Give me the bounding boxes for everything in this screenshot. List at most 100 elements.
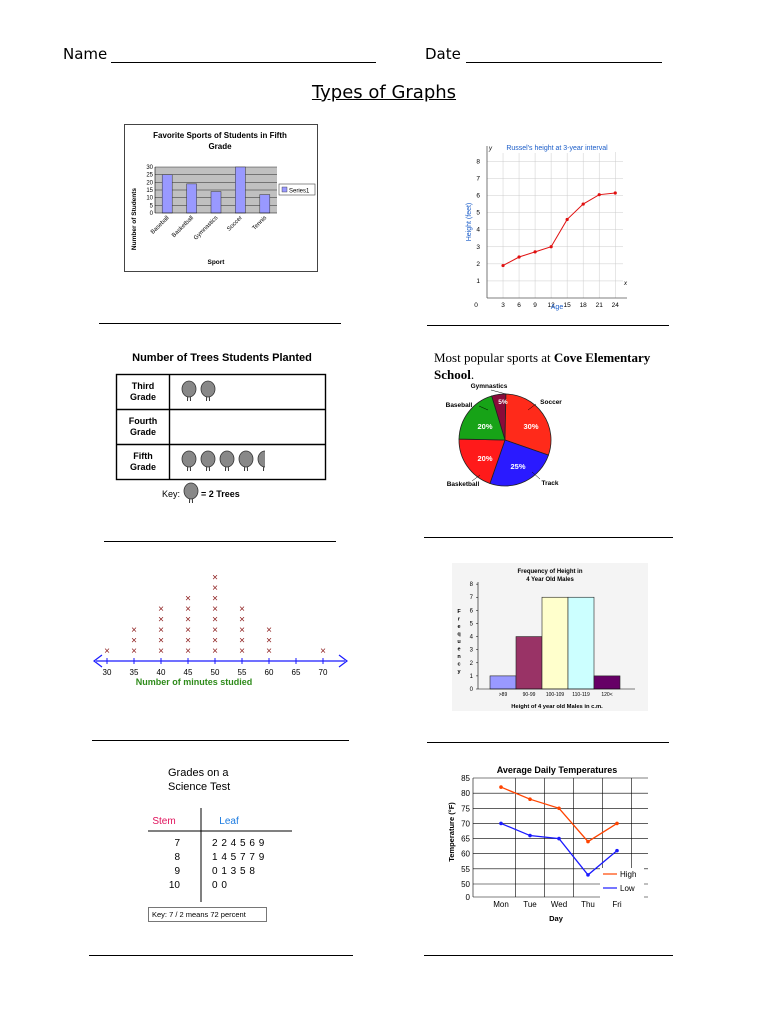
data-point <box>499 821 503 826</box>
histogram-title: Frequency of Height in <box>517 569 582 575</box>
ylabel-letter: c <box>457 662 460 668</box>
x-tick-label: 12 <box>548 302 556 309</box>
x-tick-label: 0 <box>474 302 478 309</box>
data-point <box>613 191 617 195</box>
tree-icon <box>183 482 199 504</box>
ylabel-letter: u <box>457 639 460 645</box>
x-tick-label: 6 <box>517 302 521 309</box>
bar-chart-ylabel: Number of Students <box>131 188 138 250</box>
x-mark: × <box>158 615 164 626</box>
x-tick-label: Wed <box>551 900 567 909</box>
answer-line-1[interactable] <box>99 323 341 324</box>
x-mark: × <box>266 625 272 636</box>
y-tick-label: 65 <box>461 835 470 844</box>
leaf-values: 1 4 5 7 7 9 <box>212 852 265 863</box>
stem-leaf-title: Grades on a Science Test <box>168 767 231 793</box>
x-mark: × <box>239 604 245 615</box>
data-point <box>557 806 561 811</box>
x-mark: × <box>239 646 245 657</box>
x-mark: × <box>185 615 191 626</box>
data-point <box>517 255 521 259</box>
bar-chart-legend <box>278 183 316 196</box>
ylabel-letter: e <box>457 647 460 653</box>
x-mark: × <box>320 646 326 657</box>
label-gymnastics: Gymnastics <box>471 383 508 390</box>
x-tick-label: Thu <box>581 900 595 909</box>
histogram-title-2: 4 Year Old Males <box>526 577 574 583</box>
x-mark: × <box>266 646 272 657</box>
label-baseball: Baseball <box>446 402 473 409</box>
stem-value: 9 <box>174 866 180 877</box>
ylabel-letter: n <box>457 654 461 660</box>
x-mark: × <box>212 604 218 615</box>
answer-line-6[interactable] <box>427 742 669 743</box>
x-tick-label: 65 <box>292 668 301 677</box>
y-tick-label: 75 <box>461 804 470 813</box>
pie-slice <box>504 393 552 456</box>
tree-icon <box>181 450 197 472</box>
y-tick-label: 4 <box>476 227 480 234</box>
label-soccer: Soccer <box>540 399 562 406</box>
y-tick-label: 1 <box>470 674 474 680</box>
pie-slice <box>489 439 549 487</box>
data-point <box>565 217 569 222</box>
name-field-line[interactable] <box>111 62 376 63</box>
bar <box>161 174 173 214</box>
x-tick-label: 50 <box>211 668 220 677</box>
ylabel-letter: r <box>458 617 461 623</box>
x-tick-label: 70 <box>319 668 328 677</box>
x-tick-label: 40 <box>157 668 166 677</box>
y-tick-label: 4 <box>470 635 474 641</box>
x-tick-label: 110-119 <box>572 692 590 698</box>
x-tick-label: 60 <box>265 668 274 677</box>
bar-chart-xlabel: Sport <box>208 259 226 266</box>
tree-icon <box>219 450 235 472</box>
bar <box>210 191 222 214</box>
key-label: Key: <box>162 489 180 499</box>
y-tick-label: 5 <box>470 621 474 627</box>
data-point <box>499 785 503 789</box>
histogram-bar <box>489 675 517 690</box>
x-tick-label: 9 <box>533 302 537 309</box>
x-axis-letter: x <box>623 281 628 287</box>
x-tick-label: 55 <box>238 668 247 677</box>
x-tick-label: 18 <box>580 302 588 309</box>
bar <box>235 166 246 214</box>
x-mark: × <box>212 615 218 626</box>
data-point <box>597 193 601 197</box>
pie-slice <box>458 438 506 484</box>
pie-chart-title: Most popular sports at Cove Elementary Sc… <box>434 350 651 382</box>
leaf-values: 2 2 4 5 6 9 <box>212 838 265 849</box>
y-tick-label: 55 <box>461 865 470 874</box>
answer-line-5[interactable] <box>92 740 349 741</box>
histogram: Frequency of Height in 4 Year Old Males … <box>452 563 648 711</box>
line-plot-xlabel: Number of minutes studied <box>136 677 253 687</box>
row-label-fifth-grade: Grade <box>130 462 156 472</box>
x-mark: × <box>212 625 218 636</box>
answer-line-3[interactable] <box>104 541 336 542</box>
row-label-fourth: Fourth <box>129 416 158 426</box>
x-mark: × <box>212 636 218 647</box>
stem-value: 8 <box>174 852 180 863</box>
answer-line-4[interactable] <box>424 537 673 538</box>
data-point <box>549 245 553 249</box>
leaf-values: 0 1 3 5 8 <box>212 866 255 877</box>
answer-line-8[interactable] <box>424 955 673 956</box>
y-tick-label: 60 <box>461 850 470 859</box>
x-mark: × <box>212 583 218 594</box>
temp-chart-ylabel: Temperature (°F) <box>447 802 456 862</box>
legend-swatch <box>281 186 288 193</box>
ylabel-letter: y <box>457 669 461 675</box>
answer-line-2[interactable] <box>427 325 669 326</box>
tree-icon <box>257 450 265 472</box>
tree-icon <box>238 450 254 472</box>
histogram-xlabel: Height of 4 year old Males in c.m. <box>511 704 603 710</box>
histogram-bar <box>541 596 569 690</box>
answer-line-7[interactable] <box>89 955 353 956</box>
row-label-fourth-grade: Grade <box>130 427 156 437</box>
data-point <box>533 250 537 254</box>
bar-chart-title: Favorite Sports of Students in Fifth <box>153 131 287 140</box>
label-track: Track <box>542 480 559 487</box>
date-field-line[interactable] <box>466 62 662 63</box>
